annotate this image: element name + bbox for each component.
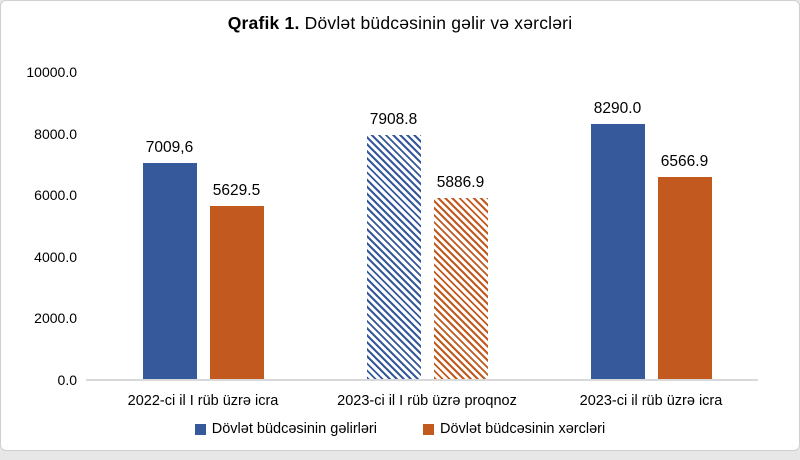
y-tick-label: 8000.0 xyxy=(34,125,77,142)
chart-title-prefix: Qrafik 1. xyxy=(227,13,300,33)
legend-swatch-icon xyxy=(194,423,206,435)
category-label: 2022-ci il I rüb üzrə icra xyxy=(127,393,279,409)
legend: Dövlət büdcəsinin gəlirləri Dövlət büdcəs… xyxy=(1,421,799,437)
bar-value-label: 7009,6 xyxy=(145,139,194,156)
bar: 7908.8 xyxy=(366,111,421,379)
chart-title-text: Dövlət büdcəsinin gəlir və xərcləri xyxy=(299,13,573,33)
y-tick-label: 0.0 xyxy=(57,372,77,388)
bar-value-label: 7908.8 xyxy=(369,111,418,128)
x-axis-line xyxy=(86,379,758,381)
bar-group: 8290.0 6566.9 xyxy=(539,100,763,379)
bar-group: 7908.8 5886.9 xyxy=(315,111,539,379)
category-label: 2023-ci il rüb üzrə icra xyxy=(579,393,723,409)
category-label: 2023-ci il I rüb üzrə proqnoz xyxy=(337,393,517,409)
legend-item: Dövlət büdcəsinin xərcləri xyxy=(423,421,605,437)
bar: 6566.9 xyxy=(657,153,712,379)
bar: 5886.9 xyxy=(433,174,488,379)
bar-value-label: 5886.9 xyxy=(436,174,485,191)
bar-value-label: 5629.5 xyxy=(212,182,261,199)
legend-item: Dövlət büdcəsinin gəlirləri xyxy=(194,421,377,437)
y-tick-label: 4000.0 xyxy=(34,248,77,265)
bar: 8290.0 xyxy=(590,100,645,379)
legend-label: Dövlət büdcəsinin gəlirləri xyxy=(211,421,377,437)
bar-value-label: 8290.0 xyxy=(593,100,642,117)
bar: 5629.5 xyxy=(209,182,264,379)
bar-value-label: 6566.9 xyxy=(660,153,709,170)
chart-title: Qrafik 1. Dövlət büdcəsinin gəlir və xər… xyxy=(1,13,799,34)
legend-swatch-icon xyxy=(423,423,434,435)
y-tick-label: 10000.0 xyxy=(26,64,77,80)
y-tick-label: 6000.0 xyxy=(34,187,77,204)
bar: 7009,6 xyxy=(142,139,197,379)
legend-label: Dövlət büdcəsinin xərcləri xyxy=(440,421,606,437)
y-tick-label: 2000.0 xyxy=(34,310,77,327)
bar-group: 7009,6 5629.5 xyxy=(91,139,315,379)
